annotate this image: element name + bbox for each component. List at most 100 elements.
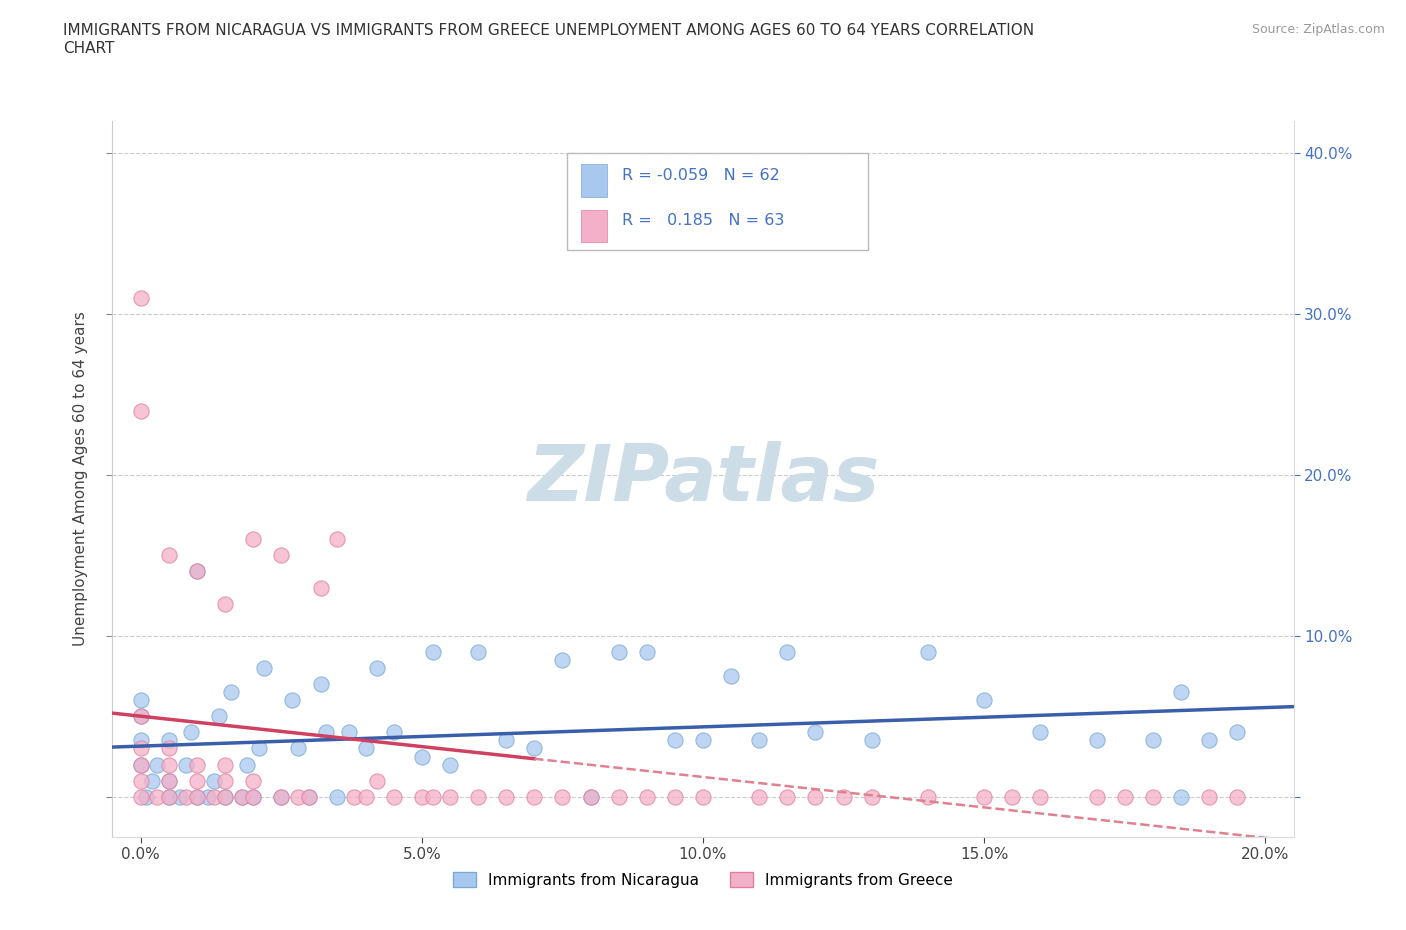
Point — [467, 644, 489, 659]
Point — [157, 733, 180, 748]
Point — [860, 733, 883, 748]
Point — [129, 741, 152, 756]
Point — [551, 653, 574, 668]
Point — [315, 725, 337, 740]
Point — [495, 790, 517, 804]
Point — [270, 790, 292, 804]
Point — [242, 790, 264, 804]
Point — [776, 790, 799, 804]
Text: ZIPatlas: ZIPatlas — [527, 441, 879, 517]
Point — [242, 532, 264, 547]
Point — [129, 290, 152, 305]
Point — [692, 790, 714, 804]
Text: IMMIGRANTS FROM NICARAGUA VS IMMIGRANTS FROM GREECE UNEMPLOYMENT AMONG AGES 60 T: IMMIGRANTS FROM NICARAGUA VS IMMIGRANTS … — [63, 23, 1035, 56]
Point — [664, 790, 686, 804]
Point — [804, 790, 827, 804]
Point — [231, 790, 253, 804]
Point — [917, 790, 939, 804]
Point — [180, 725, 202, 740]
Point — [579, 790, 602, 804]
Point — [366, 660, 388, 675]
Point — [607, 790, 630, 804]
Point — [298, 790, 321, 804]
Point — [523, 790, 546, 804]
Y-axis label: Unemployment Among Ages 60 to 64 years: Unemployment Among Ages 60 to 64 years — [73, 312, 89, 646]
Point — [270, 548, 292, 563]
Point — [214, 596, 236, 611]
Point — [281, 693, 304, 708]
Point — [326, 532, 349, 547]
Point — [664, 733, 686, 748]
Point — [973, 693, 995, 708]
Point — [354, 741, 377, 756]
Point — [236, 757, 259, 772]
Point — [186, 790, 208, 804]
Text: Source: ZipAtlas.com: Source: ZipAtlas.com — [1251, 23, 1385, 36]
Point — [169, 790, 191, 804]
Point — [298, 790, 321, 804]
Point — [1085, 790, 1108, 804]
Point — [860, 790, 883, 804]
Point — [186, 564, 208, 578]
Point — [135, 790, 157, 804]
Point — [141, 773, 163, 788]
Point — [354, 790, 377, 804]
Point — [129, 709, 152, 724]
Point — [692, 733, 714, 748]
Point — [1170, 790, 1192, 804]
Point — [157, 790, 180, 804]
Point — [270, 790, 292, 804]
Point — [129, 757, 152, 772]
Point — [242, 773, 264, 788]
Point — [129, 709, 152, 724]
Point — [129, 733, 152, 748]
Point — [748, 733, 770, 748]
Point — [129, 693, 152, 708]
Point — [411, 749, 433, 764]
Point — [287, 741, 309, 756]
Point — [1029, 725, 1052, 740]
FancyBboxPatch shape — [581, 210, 607, 242]
Point — [202, 790, 225, 804]
Point — [382, 790, 405, 804]
Point — [287, 790, 309, 804]
Point — [337, 725, 360, 740]
Point — [917, 644, 939, 659]
Point — [1226, 790, 1249, 804]
Point — [157, 741, 180, 756]
Point — [343, 790, 366, 804]
Point — [832, 790, 855, 804]
Point — [129, 790, 152, 804]
Point — [309, 580, 332, 595]
Point — [219, 684, 242, 699]
Point — [1226, 725, 1249, 740]
Point — [1170, 684, 1192, 699]
Point — [720, 669, 742, 684]
Point — [157, 773, 180, 788]
Point — [804, 725, 827, 740]
Point — [174, 790, 197, 804]
Point — [607, 644, 630, 659]
Point — [214, 790, 236, 804]
Point — [382, 725, 405, 740]
Point — [242, 790, 264, 804]
Point — [1029, 790, 1052, 804]
Point — [1142, 733, 1164, 748]
Point — [1085, 733, 1108, 748]
Point — [129, 757, 152, 772]
Text: R =   0.185   N = 63: R = 0.185 N = 63 — [621, 213, 785, 228]
Point — [186, 757, 208, 772]
Point — [129, 403, 152, 418]
Point — [636, 644, 658, 659]
Point — [157, 757, 180, 772]
Point — [186, 773, 208, 788]
Point — [1142, 790, 1164, 804]
FancyBboxPatch shape — [567, 153, 869, 250]
Point — [247, 741, 270, 756]
Point — [579, 790, 602, 804]
Point — [748, 790, 770, 804]
Point — [1001, 790, 1024, 804]
Point — [157, 790, 180, 804]
Point — [214, 773, 236, 788]
Point — [973, 790, 995, 804]
